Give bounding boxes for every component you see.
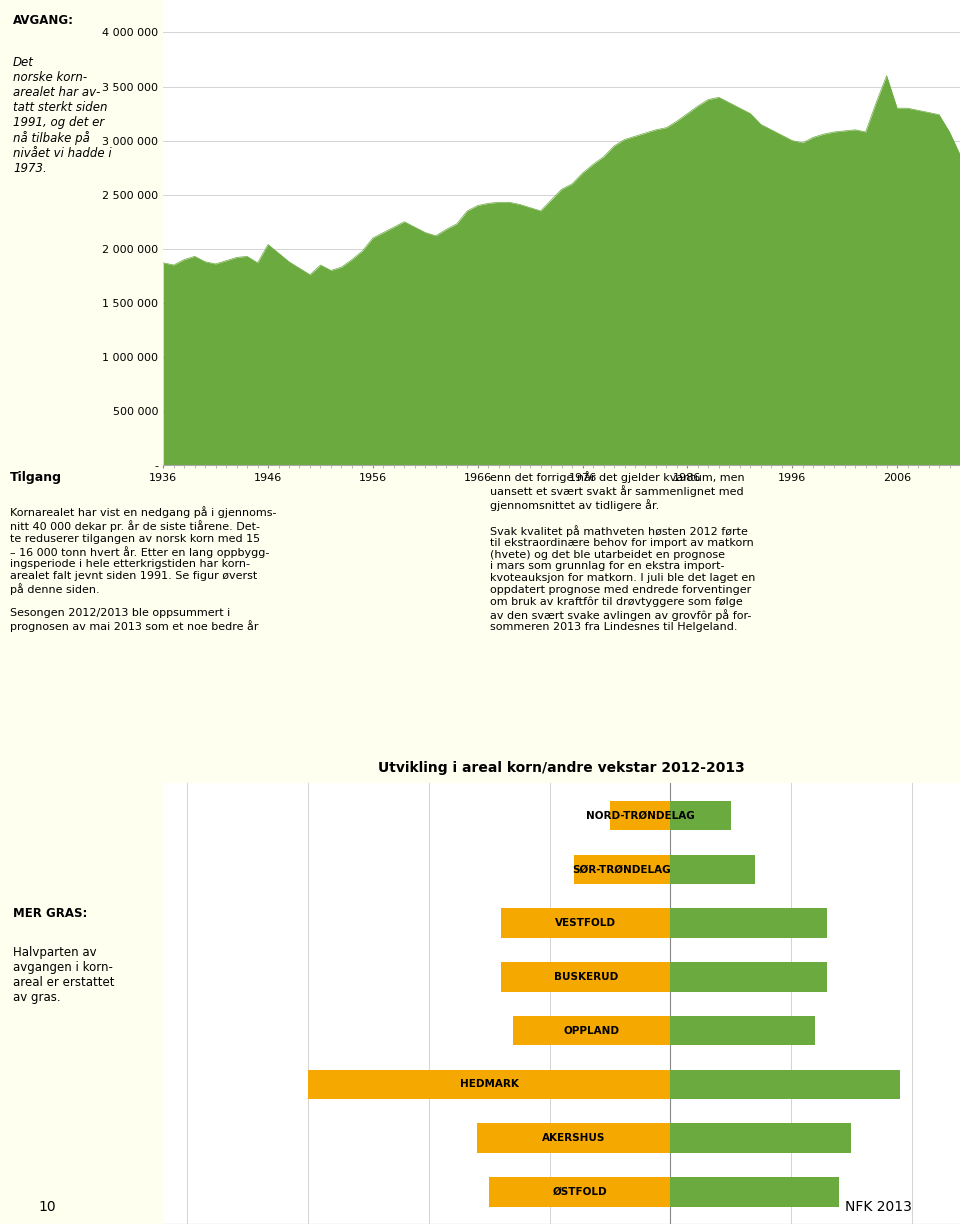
Text: Det
norske korn-
arealet har av-
tatt sterkt siden
1991, og det er
nå tilbake på: Det norske korn- arealet har av- tatt st… bbox=[13, 56, 111, 175]
Bar bbox=[670, 1070, 900, 1099]
Bar bbox=[670, 800, 731, 830]
Bar bbox=[670, 1177, 839, 1207]
Text: NORD-TRØNDELAG: NORD-TRØNDELAG bbox=[586, 810, 694, 820]
Bar bbox=[501, 962, 670, 991]
Bar bbox=[610, 800, 670, 830]
Text: enn det forrige når det gjelder kvantum, men
uansett et svært svakt år sammenlig: enn det forrige når det gjelder kvantum,… bbox=[490, 471, 755, 633]
Text: Tilgang: Tilgang bbox=[10, 471, 61, 485]
Text: NFK 2013: NFK 2013 bbox=[845, 1201, 912, 1214]
Text: 10: 10 bbox=[38, 1201, 56, 1214]
Text: Kornarealet har vist en nedgang på i gjennoms-
nitt 40 000 dekar pr. år de siste: Kornarealet har vist en nedgang på i gje… bbox=[10, 507, 276, 632]
Bar bbox=[574, 854, 670, 884]
Bar bbox=[308, 1070, 670, 1099]
Text: BUSKERUD: BUSKERUD bbox=[554, 972, 618, 982]
Text: ØSTFOLD: ØSTFOLD bbox=[552, 1187, 607, 1197]
Bar bbox=[477, 1124, 670, 1153]
Text: VESTFOLD: VESTFOLD bbox=[555, 918, 616, 928]
Title: Utvikling i areal korn/andre vekstar 2012-2013: Utvikling i areal korn/andre vekstar 201… bbox=[378, 761, 745, 775]
Bar bbox=[670, 854, 755, 884]
Bar bbox=[670, 1016, 815, 1045]
Text: HEDMARK: HEDMARK bbox=[460, 1080, 518, 1089]
Bar bbox=[670, 962, 828, 991]
Bar bbox=[670, 1124, 852, 1153]
Text: AKERSHUS: AKERSHUS bbox=[542, 1133, 606, 1143]
Bar bbox=[514, 1016, 670, 1045]
Text: Halvparten av
avgangen i korn-
areal er erstattet
av gras.: Halvparten av avgangen i korn- areal er … bbox=[13, 946, 114, 1005]
Text: MER GRAS:: MER GRAS: bbox=[13, 907, 87, 919]
Bar bbox=[501, 908, 670, 938]
Text: AVGANG:: AVGANG: bbox=[13, 13, 74, 27]
Text: OPPLAND: OPPLAND bbox=[564, 1026, 620, 1036]
Bar bbox=[670, 908, 828, 938]
Text: SØR-TRØNDELAG: SØR-TRØNDELAG bbox=[573, 864, 671, 874]
Bar bbox=[490, 1177, 670, 1207]
